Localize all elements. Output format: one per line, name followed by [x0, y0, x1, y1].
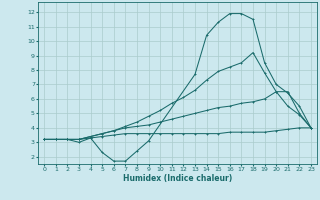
X-axis label: Humidex (Indice chaleur): Humidex (Indice chaleur) — [123, 174, 232, 183]
